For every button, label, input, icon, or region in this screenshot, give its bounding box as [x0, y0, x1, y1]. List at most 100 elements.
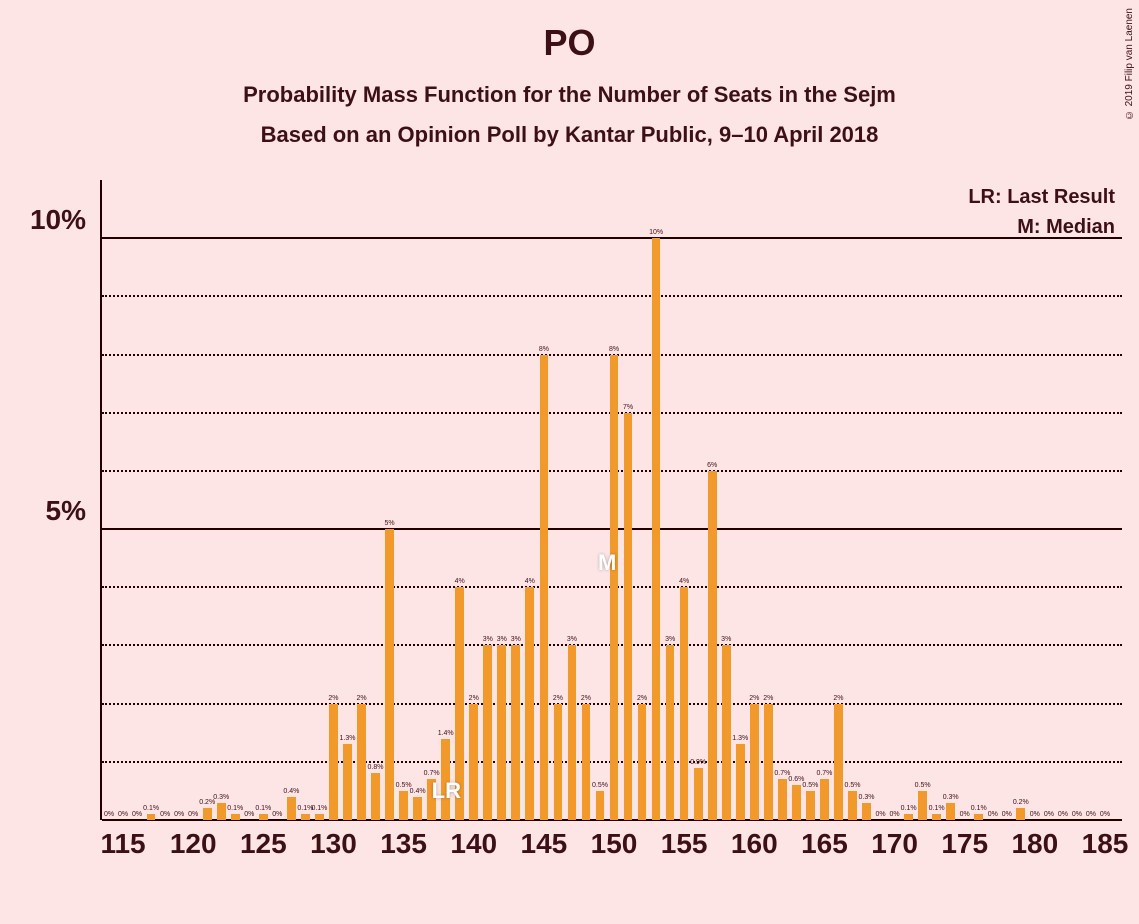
bar-value-label: 0% [104, 811, 114, 818]
bar-value-label: 2% [328, 695, 338, 702]
copyright-text: © 2019 Filip van Laenen [1124, 8, 1135, 120]
bar-value-label: 0.4% [410, 788, 426, 795]
bar [792, 785, 801, 820]
bar [862, 803, 871, 820]
bar [974, 814, 983, 820]
bar [315, 814, 324, 820]
bar [722, 645, 731, 820]
bar-value-label: 0% [1072, 811, 1082, 818]
bar-value-label: 7% [623, 404, 633, 411]
bar [287, 797, 296, 820]
bar-value-label: 0.1% [929, 805, 945, 812]
bar [582, 704, 591, 820]
bar-value-label: 0% [188, 811, 198, 818]
bar-value-label: 0% [132, 811, 142, 818]
bar-value-label: 0.1% [971, 805, 987, 812]
bar-value-label: 2% [833, 695, 843, 702]
bar-value-label: 0.2% [1013, 799, 1029, 806]
bar [610, 355, 619, 820]
bar-value-label: 0% [272, 811, 282, 818]
bar-value-label: 2% [469, 695, 479, 702]
bar-value-label: 1.4% [438, 730, 454, 737]
bar-value-label: 3% [721, 636, 731, 643]
bar-value-label: 0.7% [424, 770, 440, 777]
bar [708, 471, 717, 820]
x-axis-label: 125 [240, 828, 287, 860]
bar [764, 704, 773, 820]
bar [540, 355, 549, 820]
bar-value-label: 0.3% [213, 794, 229, 801]
bar [357, 704, 366, 820]
plot-area: 5%10%0%0%0%0.1%0%0%0%0.2%0.3%0.1%0%0.1%0… [100, 180, 1120, 820]
bar [343, 744, 352, 820]
bar [217, 803, 226, 820]
bar-value-label: 1.3% [732, 735, 748, 742]
bar-value-label: 0.7% [816, 770, 832, 777]
bar [680, 587, 689, 820]
bar-value-label: 2% [356, 695, 366, 702]
bar-value-label: 3% [567, 636, 577, 643]
bar-value-label: 0.5% [915, 782, 931, 789]
x-axis-label: 130 [310, 828, 357, 860]
chart-title: PO [0, 0, 1139, 64]
bar-value-label: 0.3% [943, 794, 959, 801]
bar-value-label: 2% [763, 695, 773, 702]
bar-value-label: 0.5% [845, 782, 861, 789]
y-axis-label: 5% [46, 495, 86, 527]
x-axis-label: 160 [731, 828, 778, 860]
x-axis-label: 145 [521, 828, 568, 860]
bar [820, 779, 829, 820]
bar [918, 791, 927, 820]
bar [525, 587, 534, 820]
bar [483, 645, 492, 820]
bar-value-label: 3% [497, 636, 507, 643]
bar [301, 814, 310, 820]
bar-value-label: 2% [581, 695, 591, 702]
bar-value-label: 0.1% [311, 805, 327, 812]
x-axis-label: 175 [941, 828, 988, 860]
bar [834, 704, 843, 820]
x-axis-label: 180 [1011, 828, 1058, 860]
bar-value-label: 0% [1044, 811, 1054, 818]
bar-value-label: 2% [749, 695, 759, 702]
chart-subtitle-1: Probability Mass Function for the Number… [0, 64, 1139, 108]
bar-value-label: 0.1% [143, 805, 159, 812]
bar-chart: 5%10%0%0%0%0.1%0%0%0%0.2%0.3%0.1%0%0.1%0… [100, 180, 1120, 820]
bar [231, 814, 240, 820]
bar-value-label: 3% [665, 636, 675, 643]
gridline-major [102, 237, 1122, 239]
bar [638, 704, 647, 820]
bar [736, 744, 745, 820]
bar-value-label: 0.1% [255, 805, 271, 812]
bar [1016, 808, 1025, 820]
x-axis-label: 115 [100, 828, 145, 860]
bar-value-label: 0.9% [690, 759, 706, 766]
bar [568, 645, 577, 820]
marker-last-result: LR [432, 778, 461, 804]
bar-value-label: 2% [553, 695, 563, 702]
bar [694, 768, 703, 820]
bar-value-label: 0.1% [227, 805, 243, 812]
bar-value-label: 5% [385, 520, 395, 527]
bar-value-label: 0% [1030, 811, 1040, 818]
bar [399, 791, 408, 820]
bar-value-label: 8% [539, 346, 549, 353]
bar-value-label: 0% [988, 811, 998, 818]
bar [371, 773, 380, 820]
bar-value-label: 0% [1100, 811, 1110, 818]
bar [259, 814, 268, 820]
bar [511, 645, 520, 820]
chart-subtitle-2: Based on an Opinion Poll by Kantar Publi… [0, 108, 1139, 148]
bar-value-label: 3% [511, 636, 521, 643]
bar-value-label: 10% [649, 229, 663, 236]
gridline-minor [102, 295, 1122, 297]
bar-value-label: 0% [890, 811, 900, 818]
bar-value-label: 0% [160, 811, 170, 818]
bar [554, 704, 563, 820]
x-axis-label: 155 [661, 828, 708, 860]
bar-value-label: 4% [525, 578, 535, 585]
x-axis-label: 135 [380, 828, 427, 860]
bar [946, 803, 955, 820]
bar-value-label: 2% [637, 695, 647, 702]
bar [750, 704, 759, 820]
